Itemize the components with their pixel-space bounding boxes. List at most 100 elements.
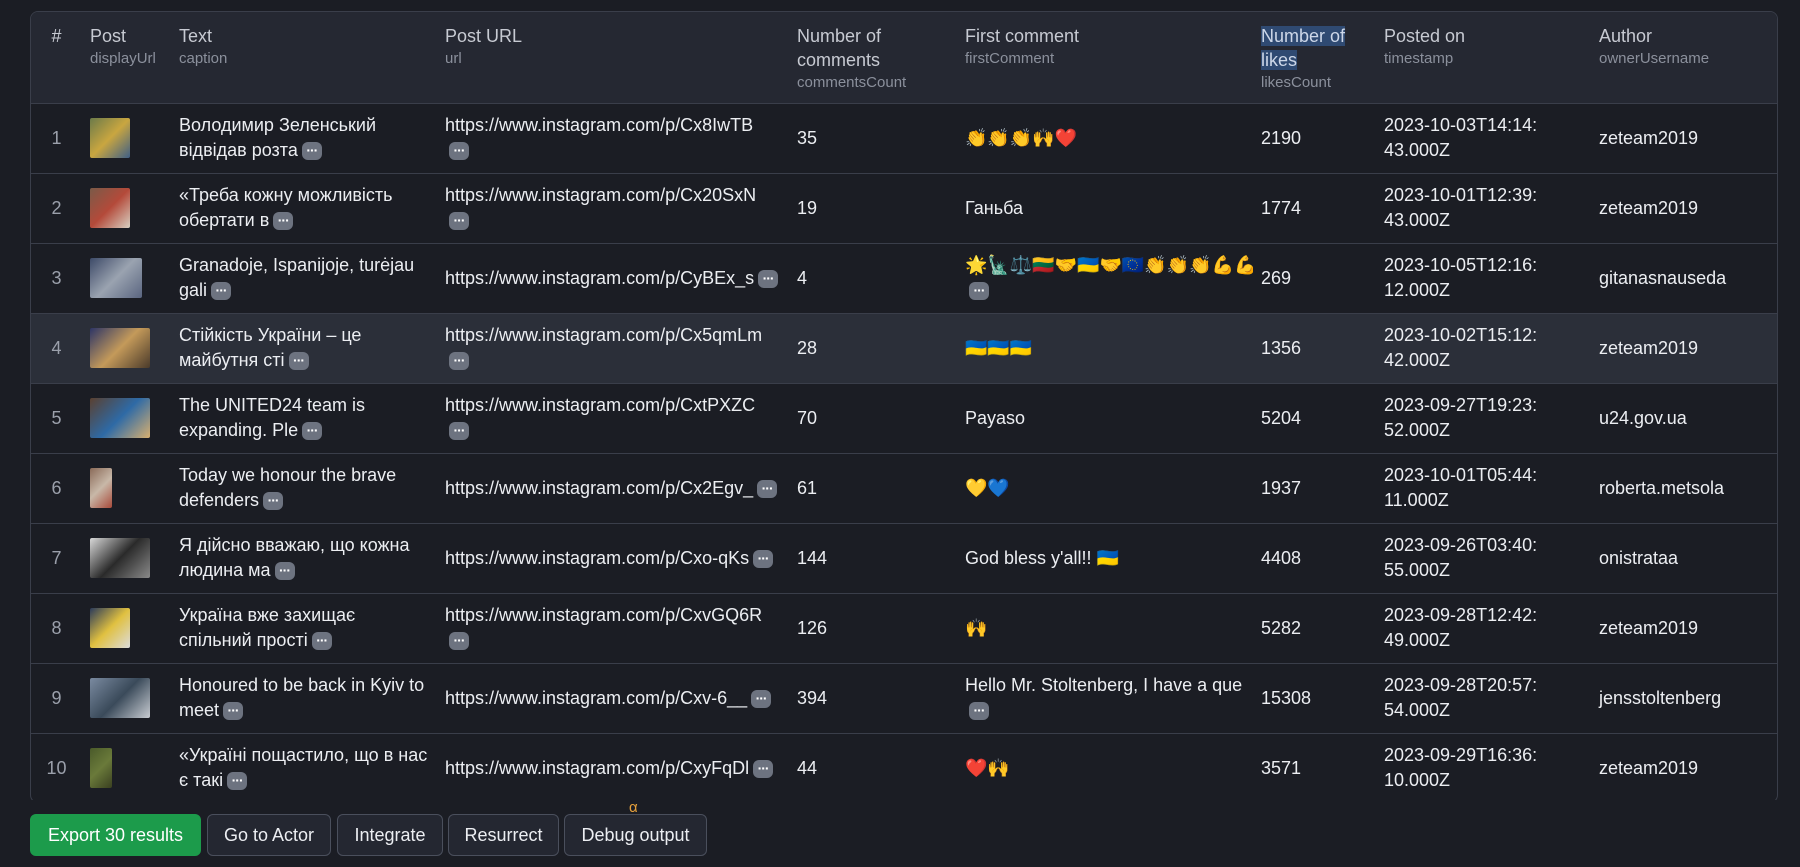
post-url-link[interactable]: https://www.instagram.com/p/CxtPXZC xyxy=(445,395,756,415)
expand-more-button[interactable] xyxy=(969,698,989,723)
table-row[interactable]: 2 «Треба кожну можливість обертати в https… xyxy=(31,173,1777,243)
go-to-actor-button[interactable]: Go to Actor xyxy=(207,814,331,856)
comments-count-cell: 19 xyxy=(789,173,957,243)
post-url-cell: https://www.instagram.com/p/CyBEx_s xyxy=(437,243,789,313)
alpha-badge: α xyxy=(629,799,638,816)
likes-count: 2190 xyxy=(1261,127,1302,148)
post-url-link[interactable]: https://www.instagram.com/p/Cxv-6__ xyxy=(445,687,748,708)
column-header-timestamp[interactable]: Posted on timestamp xyxy=(1376,12,1591,104)
posted-timestamp: 2023-10-03T14:14:43.000Z xyxy=(1384,115,1538,160)
column-title: Number of likes xyxy=(1261,26,1346,70)
caption-text: «Україні пощастило, що в нас є такі xyxy=(179,745,428,790)
posted-on-cell: 2023-10-01T05:44:11.000Z xyxy=(1376,453,1591,523)
table-row[interactable]: 7 Я дійсно вважаю, що кожна людина ма http… xyxy=(31,523,1777,593)
likes-count-cell: 1774 xyxy=(1253,173,1376,243)
post-thumbnail-image[interactable] xyxy=(90,328,150,368)
post-thumbnail-image[interactable] xyxy=(90,748,112,788)
caption-text: «Треба кожну можливість обертати в xyxy=(179,185,393,230)
resurrect-button[interactable]: Resurrect xyxy=(448,814,559,856)
post-thumbnail-image[interactable] xyxy=(90,678,150,718)
author-cell: zeteam2019 xyxy=(1591,173,1777,243)
expand-more-button[interactable] xyxy=(302,418,323,443)
post-url-link[interactable]: https://www.instagram.com/p/Cx2Egv_ xyxy=(445,477,754,498)
expand-more-button[interactable] xyxy=(753,546,774,571)
expand-more-button[interactable] xyxy=(449,348,469,373)
column-header-likesCount[interactable]: Number of likes likesCount xyxy=(1253,12,1376,104)
caption-cell: Стійкість України – це майбутня сті xyxy=(171,313,437,383)
post-url-link[interactable]: https://www.instagram.com/p/Cx8IwTB xyxy=(445,115,754,135)
column-header-ownerUsername[interactable]: Author ownerUsername xyxy=(1591,12,1777,104)
expand-more-button[interactable] xyxy=(758,266,779,291)
expand-more-button[interactable] xyxy=(227,768,248,793)
debug-output-button[interactable]: Debug output xyxy=(564,814,707,856)
post-thumbnail-image[interactable] xyxy=(90,398,150,438)
table-row[interactable]: 6 Today we honour the brave defenders http… xyxy=(31,453,1777,523)
table-row[interactable]: 4 Стійкість України – це майбутня сті http… xyxy=(31,313,1777,383)
post-thumbnail-image[interactable] xyxy=(90,118,130,158)
posted-timestamp: 2023-09-29T16:36:10.000Z xyxy=(1384,745,1538,790)
comments-count: 394 xyxy=(797,687,828,708)
first-comment-text: Hello Mr. Stoltenberg, I have a que xyxy=(965,675,1243,695)
column-header-firstComment[interactable]: First comment firstComment xyxy=(957,12,1253,104)
table-row[interactable]: 3 Granadoje, Ispanijoje, turėjau gali http… xyxy=(31,243,1777,313)
post-url-link[interactable]: https://www.instagram.com/p/Cx20SxN xyxy=(445,185,757,205)
post-url-link[interactable]: https://www.instagram.com/p/CyBEx_s xyxy=(445,267,755,288)
column-header-caption[interactable]: Text caption xyxy=(171,12,437,104)
post-thumbnail-image[interactable] xyxy=(90,188,130,228)
column-header-displayUrl[interactable]: Post displayUrl xyxy=(82,12,171,104)
likes-count-cell: 1356 xyxy=(1253,313,1376,383)
comments-count: 28 xyxy=(797,337,818,358)
table-row[interactable]: 8 Україна вже захищає спільний прості http… xyxy=(31,593,1777,663)
table-row[interactable]: 5 The UNITED24 team is expanding. Ple http… xyxy=(31,383,1777,453)
expand-more-button[interactable] xyxy=(449,208,469,233)
likes-count: 5204 xyxy=(1261,407,1302,428)
expand-more-button[interactable] xyxy=(311,628,332,653)
post-url-cell: https://www.instagram.com/p/Cx5qmLm xyxy=(437,313,789,383)
expand-more-button[interactable] xyxy=(301,138,322,163)
expand-more-button[interactable] xyxy=(263,488,284,513)
expand-more-button[interactable] xyxy=(449,138,469,163)
post-url-link[interactable]: https://www.instagram.com/p/Cxo-qKs xyxy=(445,547,750,568)
post-url-link[interactable]: https://www.instagram.com/p/CxvGQ6R xyxy=(445,605,763,625)
expand-more-button[interactable] xyxy=(753,756,774,781)
column-key: commentsCount xyxy=(797,74,907,91)
likes-count: 4408 xyxy=(1261,547,1302,568)
post-url-link[interactable]: https://www.instagram.com/p/Cx5qmLm xyxy=(445,325,763,345)
row-index-cell: 1 xyxy=(31,103,82,173)
post-url-cell: https://www.instagram.com/p/CxyFqDl xyxy=(437,733,789,802)
caption-cell: «Треба кожну можливість обертати в xyxy=(171,173,437,243)
integrate-button[interactable]: Integrate xyxy=(337,814,443,856)
first-comment-cell: ❤️🙌 xyxy=(957,733,1253,802)
author-cell: zeteam2019 xyxy=(1591,313,1777,383)
post-thumbnail-image[interactable] xyxy=(90,538,150,578)
post-thumbnail-image[interactable] xyxy=(90,608,130,648)
expand-more-button[interactable] xyxy=(211,278,232,303)
column-header-index[interactable]: # xyxy=(31,12,82,104)
export-results-button[interactable]: Export 30 results xyxy=(30,814,201,856)
post-thumbnail-image[interactable] xyxy=(90,258,142,298)
column-header-url[interactable]: Post URL url xyxy=(437,12,789,104)
row-index: 3 xyxy=(51,267,62,288)
row-index-cell: 4 xyxy=(31,313,82,383)
expand-more-button[interactable] xyxy=(751,686,772,711)
expand-more-button[interactable] xyxy=(274,558,295,583)
expand-more-button[interactable] xyxy=(273,208,294,233)
table-row[interactable]: 1 Володимир Зеленський відвідав розта http… xyxy=(31,103,1777,173)
first-comment-text: Payaso xyxy=(965,407,1026,428)
table-row[interactable]: 10 «Україні пощастило, що в нас є такі htt… xyxy=(31,733,1777,802)
expand-more-button[interactable] xyxy=(969,278,989,303)
expand-more-button[interactable] xyxy=(449,418,469,443)
post-thumbnail-image[interactable] xyxy=(90,468,112,508)
expand-more-button[interactable] xyxy=(223,698,244,723)
table-row[interactable]: 9 Honoured to be back in Kyiv to meet http… xyxy=(31,663,1777,733)
column-title: Text xyxy=(179,26,213,46)
posted-on-cell: 2023-10-03T14:14:43.000Z xyxy=(1376,103,1591,173)
column-key: firstComment xyxy=(965,50,1055,67)
expand-more-button[interactable] xyxy=(449,628,469,653)
expand-more-button[interactable] xyxy=(288,348,309,373)
post-url-link[interactable]: https://www.instagram.com/p/CxyFqDl xyxy=(445,757,750,778)
expand-more-button[interactable] xyxy=(757,476,778,501)
author-cell: zeteam2019 xyxy=(1591,593,1777,663)
row-index: 5 xyxy=(51,407,62,428)
column-header-commentsCount[interactable]: Number of comments commentsCount xyxy=(789,12,957,104)
